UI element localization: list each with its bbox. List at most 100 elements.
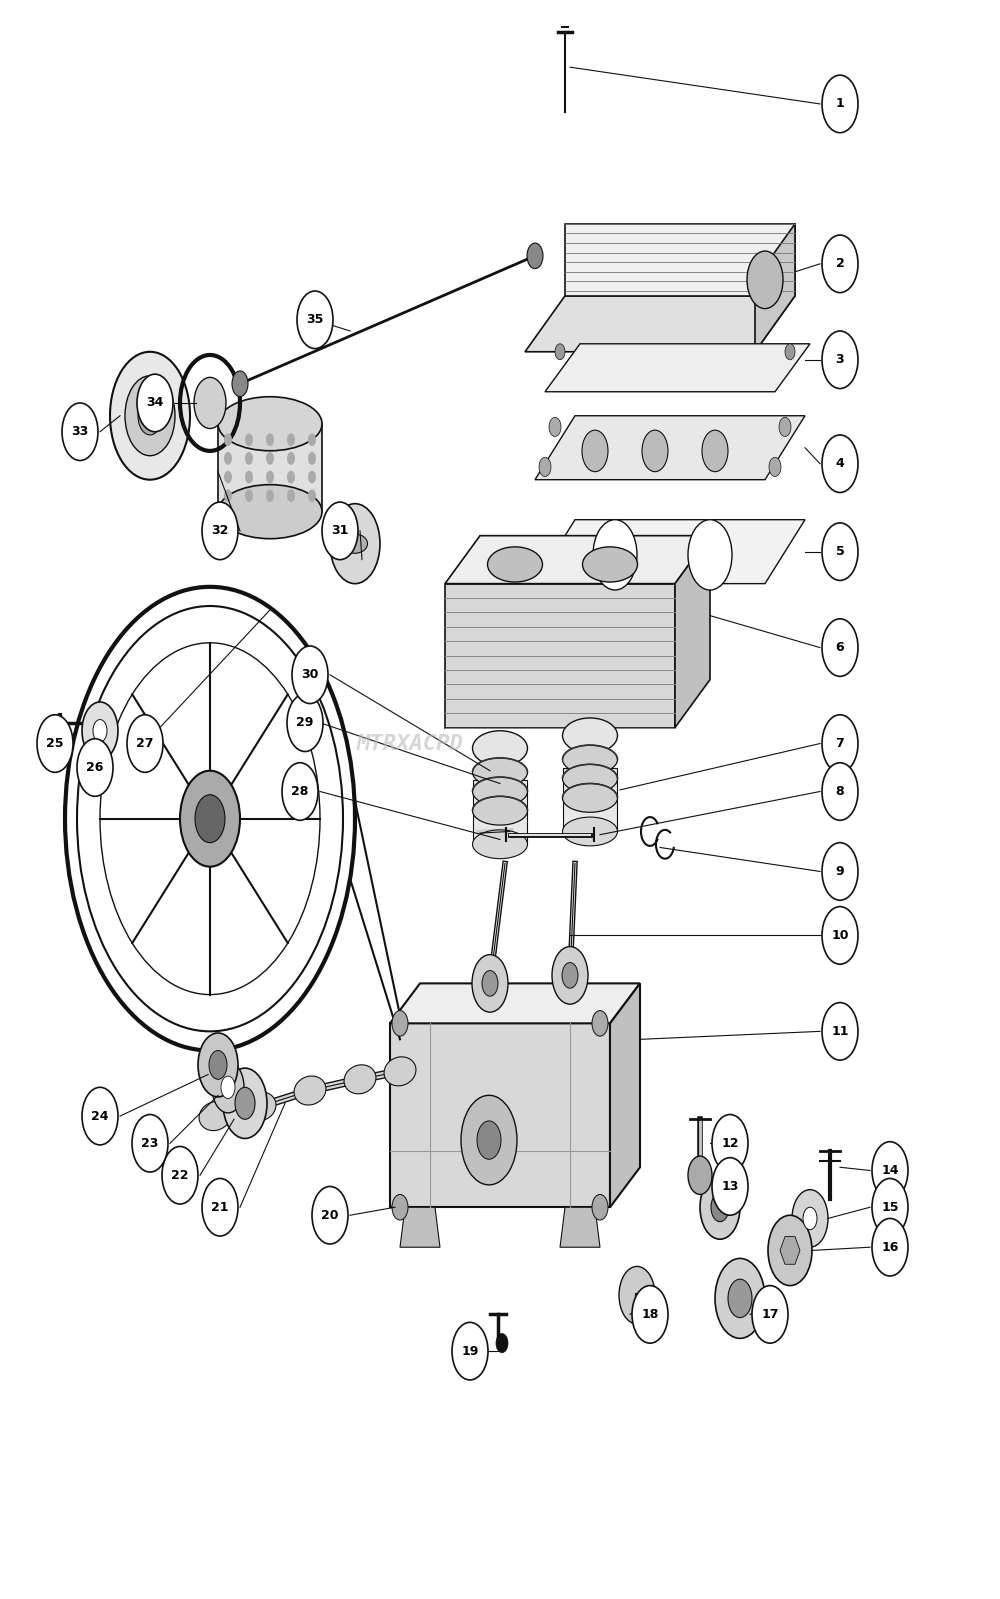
Circle shape [245, 433, 253, 446]
Text: 3: 3 [836, 353, 844, 366]
Circle shape [715, 1258, 765, 1338]
Circle shape [822, 523, 858, 580]
Polygon shape [560, 1207, 600, 1247]
Text: 31: 31 [331, 524, 349, 537]
Circle shape [496, 1334, 508, 1353]
Circle shape [552, 947, 588, 1004]
Circle shape [711, 1193, 729, 1222]
Circle shape [223, 1068, 267, 1138]
Text: 22: 22 [171, 1169, 189, 1182]
Circle shape [822, 907, 858, 964]
Circle shape [82, 1087, 118, 1145]
Circle shape [822, 715, 858, 772]
Ellipse shape [473, 830, 528, 859]
Circle shape [642, 430, 668, 472]
Ellipse shape [342, 534, 368, 553]
Text: 10: 10 [831, 929, 849, 942]
Circle shape [287, 470, 295, 483]
Polygon shape [445, 584, 675, 728]
Circle shape [472, 955, 508, 1012]
Circle shape [702, 430, 728, 472]
Circle shape [539, 457, 551, 477]
Circle shape [752, 1286, 788, 1343]
Circle shape [688, 1156, 712, 1194]
Polygon shape [721, 1263, 759, 1334]
Ellipse shape [562, 745, 618, 774]
Circle shape [292, 646, 328, 704]
Ellipse shape [384, 1057, 416, 1086]
Circle shape [308, 453, 316, 465]
Circle shape [194, 377, 226, 429]
Text: 19: 19 [461, 1345, 479, 1358]
FancyBboxPatch shape [563, 768, 617, 831]
Circle shape [482, 971, 498, 996]
Circle shape [195, 795, 225, 843]
Circle shape [232, 371, 248, 397]
Ellipse shape [473, 758, 528, 787]
Circle shape [82, 702, 118, 760]
Ellipse shape [244, 1092, 276, 1121]
Polygon shape [545, 344, 810, 392]
Text: 2: 2 [836, 257, 844, 270]
Circle shape [712, 1158, 748, 1215]
Text: 26: 26 [86, 761, 104, 774]
Text: 14: 14 [881, 1164, 899, 1177]
Circle shape [221, 1076, 235, 1099]
Ellipse shape [562, 718, 618, 753]
Circle shape [477, 1121, 501, 1159]
Circle shape [287, 694, 323, 752]
Polygon shape [610, 983, 640, 1207]
Text: 16: 16 [881, 1241, 899, 1254]
Circle shape [822, 75, 858, 133]
Circle shape [632, 1286, 668, 1343]
Ellipse shape [218, 397, 322, 451]
Text: 33: 33 [71, 425, 89, 438]
Circle shape [110, 352, 190, 480]
Circle shape [700, 1175, 740, 1239]
Ellipse shape [473, 796, 528, 825]
Polygon shape [445, 536, 710, 584]
Ellipse shape [473, 777, 528, 806]
Text: 35: 35 [306, 313, 324, 326]
Text: 5: 5 [836, 545, 844, 558]
Ellipse shape [344, 1065, 376, 1094]
Ellipse shape [473, 731, 528, 766]
Ellipse shape [294, 1076, 326, 1105]
Circle shape [712, 1115, 748, 1172]
Circle shape [330, 504, 380, 584]
Ellipse shape [562, 784, 618, 812]
Circle shape [593, 520, 637, 590]
Circle shape [461, 1095, 517, 1185]
Circle shape [77, 739, 113, 796]
Circle shape [162, 1146, 198, 1204]
Circle shape [180, 771, 240, 867]
Text: 24: 24 [91, 1110, 109, 1122]
Circle shape [266, 453, 274, 465]
Circle shape [266, 433, 274, 446]
Circle shape [266, 470, 274, 483]
Circle shape [308, 470, 316, 483]
Ellipse shape [488, 547, 542, 582]
Text: 13: 13 [721, 1180, 739, 1193]
Circle shape [555, 344, 565, 360]
Text: 7: 7 [836, 737, 844, 750]
Circle shape [224, 470, 232, 483]
Text: 28: 28 [291, 785, 309, 798]
Circle shape [138, 397, 162, 435]
Circle shape [822, 435, 858, 492]
Circle shape [62, 403, 98, 461]
Circle shape [93, 720, 107, 742]
Circle shape [785, 344, 795, 360]
Circle shape [137, 374, 173, 432]
Polygon shape [535, 416, 805, 480]
Circle shape [235, 1087, 255, 1119]
Circle shape [202, 502, 238, 560]
Circle shape [308, 433, 316, 446]
Circle shape [287, 433, 295, 446]
Circle shape [769, 457, 781, 477]
Circle shape [592, 1011, 608, 1036]
Circle shape [392, 1194, 408, 1220]
Polygon shape [565, 224, 795, 296]
Polygon shape [390, 1023, 610, 1207]
Text: 18: 18 [641, 1308, 659, 1321]
